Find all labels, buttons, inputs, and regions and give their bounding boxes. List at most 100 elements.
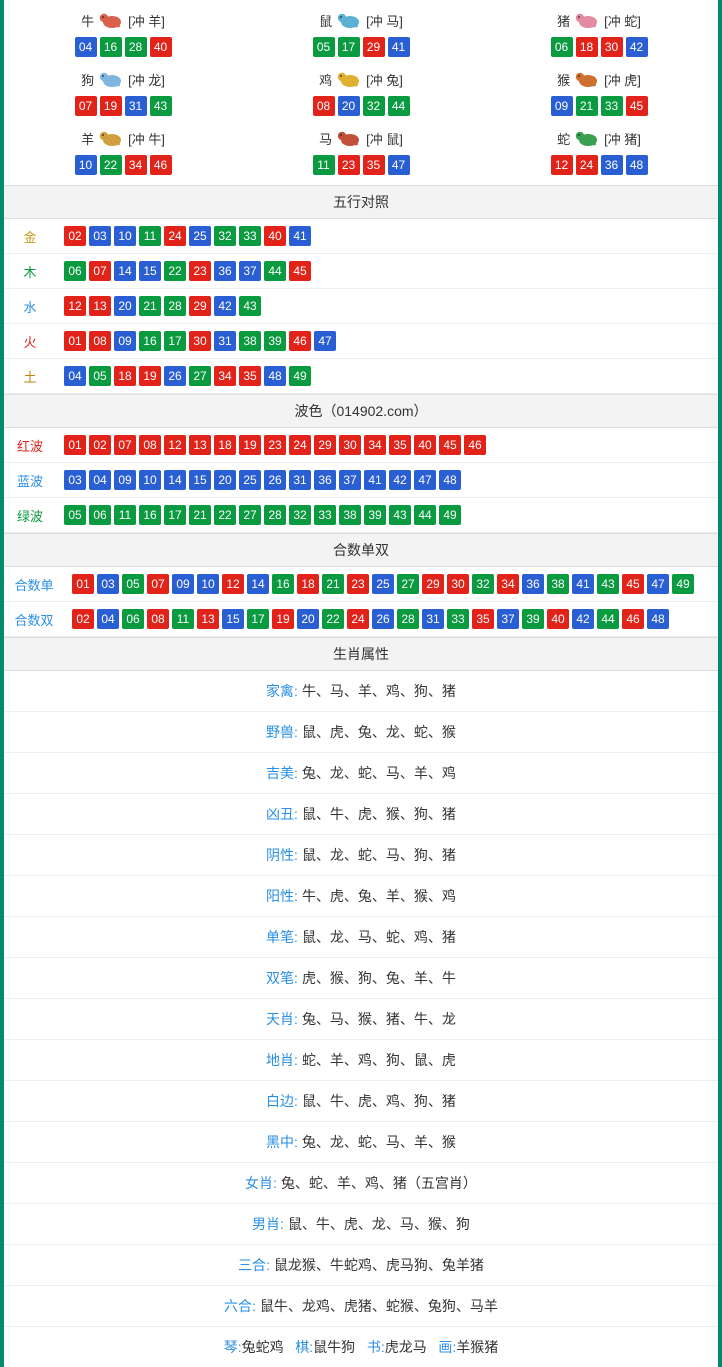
number-ball: 25 bbox=[239, 470, 261, 490]
number-ball: 12 bbox=[64, 296, 86, 316]
spacer bbox=[284, 1339, 296, 1355]
number-ball: 32 bbox=[472, 574, 494, 594]
number-ball: 28 bbox=[264, 505, 286, 525]
number-ball: 36 bbox=[214, 261, 236, 281]
number-ball: 11 bbox=[313, 155, 335, 175]
section-header-heshu: 合数单双 bbox=[4, 533, 718, 567]
balls-line: 04051819262734354849 bbox=[64, 366, 710, 386]
zodiac-title: 蛇 [冲 猪] bbox=[557, 126, 641, 151]
balls-line: 1213202128294243 bbox=[64, 296, 710, 316]
ball-row: 04162840 bbox=[4, 37, 242, 57]
table-row: 土04051819262734354849 bbox=[4, 359, 718, 394]
number-ball: 21 bbox=[189, 505, 211, 525]
number-ball: 44 bbox=[264, 261, 286, 281]
number-ball: 45 bbox=[439, 435, 461, 455]
number-ball: 13 bbox=[189, 435, 211, 455]
attribute-label: 白边: bbox=[266, 1093, 298, 1109]
row-balls: 0108091617303138394647 bbox=[56, 324, 718, 359]
balls-line: 0204060811131517192022242628313335373940… bbox=[72, 609, 710, 629]
attribute-row: 六合:鼠牛、龙鸡、虎猪、蛇猴、兔狗、马羊 bbox=[4, 1286, 718, 1327]
zodiac-cell: 猪 [冲 蛇]06183042 bbox=[480, 4, 718, 63]
number-ball: 22 bbox=[164, 261, 186, 281]
number-ball: 08 bbox=[89, 331, 111, 351]
footer-row: 琴:兔蛇鸡 棋:鼠牛狗 书:虎龙马 画:羊猴猪 bbox=[4, 1327, 718, 1367]
dog-icon bbox=[96, 67, 126, 92]
number-ball: 32 bbox=[363, 96, 385, 116]
number-ball: 03 bbox=[64, 470, 86, 490]
number-ball: 15 bbox=[189, 470, 211, 490]
number-ball: 44 bbox=[414, 505, 436, 525]
attribute-label: 阳性: bbox=[266, 888, 298, 904]
number-ball: 39 bbox=[364, 505, 386, 525]
number-ball: 19 bbox=[239, 435, 261, 455]
zodiac-title: 羊 [冲 牛] bbox=[81, 126, 165, 151]
attribute-row: 阴性:鼠、龙、蛇、马、狗、猪 bbox=[4, 835, 718, 876]
zodiac-name: 马 bbox=[319, 129, 332, 148]
number-ball: 02 bbox=[89, 435, 111, 455]
number-ball: 20 bbox=[338, 96, 360, 116]
number-ball: 11 bbox=[172, 609, 194, 629]
attribute-row: 阳性:牛、虎、兔、羊、猴、鸡 bbox=[4, 876, 718, 917]
attribute-label: 女肖: bbox=[245, 1175, 277, 1191]
attribute-row: 女肖:兔、蛇、羊、鸡、猪（五宫肖） bbox=[4, 1163, 718, 1204]
number-ball: 21 bbox=[576, 96, 598, 116]
number-ball: 35 bbox=[472, 609, 494, 629]
wuxing-table: 金02031011242532334041木060714152223363744… bbox=[4, 219, 718, 394]
attribute-label: 六合: bbox=[224, 1298, 256, 1314]
number-ball: 37 bbox=[497, 609, 519, 629]
footer-value: 虎龙马 bbox=[385, 1339, 427, 1355]
number-ball: 09 bbox=[551, 96, 573, 116]
number-ball: 46 bbox=[622, 609, 644, 629]
zodiac-name: 狗 bbox=[81, 70, 94, 89]
attribute-row: 男肖:鼠、牛、虎、龙、马、猴、狗 bbox=[4, 1204, 718, 1245]
rooster-icon bbox=[334, 67, 364, 92]
number-ball: 20 bbox=[297, 609, 319, 629]
table-row: 水1213202128294243 bbox=[4, 289, 718, 324]
number-ball: 35 bbox=[363, 155, 385, 175]
monkey-icon bbox=[572, 67, 602, 92]
attribute-row: 凶丑:鼠、牛、虎、猴、狗、猪 bbox=[4, 794, 718, 835]
zodiac-conflict: [冲 兔] bbox=[366, 70, 403, 89]
number-ball: 37 bbox=[239, 261, 261, 281]
attribute-label: 天肖: bbox=[266, 1011, 298, 1027]
attribute-label: 三合: bbox=[238, 1257, 270, 1273]
ball-row: 05172941 bbox=[242, 37, 480, 57]
ball-row: 07193143 bbox=[4, 96, 242, 116]
number-ball: 14 bbox=[247, 574, 269, 594]
number-ball: 09 bbox=[114, 470, 136, 490]
number-ball: 06 bbox=[64, 261, 86, 281]
number-ball: 25 bbox=[189, 226, 211, 246]
footer-label: 书: bbox=[367, 1339, 385, 1355]
zodiac-name: 鸡 bbox=[319, 70, 332, 89]
zodiac-title: 狗 [冲 龙] bbox=[81, 67, 165, 92]
number-ball: 08 bbox=[313, 96, 335, 116]
attribute-row: 吉美:兔、龙、蛇、马、羊、鸡 bbox=[4, 753, 718, 794]
attribute-row: 单笔:鼠、龙、马、蛇、鸡、猪 bbox=[4, 917, 718, 958]
ball-row: 10223446 bbox=[4, 155, 242, 175]
number-ball: 26 bbox=[164, 366, 186, 386]
ball-row: 09213345 bbox=[480, 96, 718, 116]
number-ball: 40 bbox=[264, 226, 286, 246]
number-ball: 02 bbox=[72, 609, 94, 629]
number-ball: 45 bbox=[622, 574, 644, 594]
table-row: 红波0102070812131819232429303435404546 bbox=[4, 428, 718, 463]
number-ball: 16 bbox=[139, 505, 161, 525]
number-ball: 04 bbox=[89, 470, 111, 490]
zodiac-name: 猪 bbox=[557, 11, 570, 30]
number-ball: 29 bbox=[363, 37, 385, 57]
number-ball: 04 bbox=[75, 37, 97, 57]
number-ball: 29 bbox=[189, 296, 211, 316]
attribute-value: 蛇、羊、鸡、狗、鼠、虎 bbox=[302, 1052, 456, 1068]
number-ball: 20 bbox=[114, 296, 136, 316]
number-ball: 24 bbox=[347, 609, 369, 629]
attribute-value: 牛、虎、兔、羊、猴、鸡 bbox=[302, 888, 456, 904]
footer-label: 画: bbox=[438, 1339, 456, 1355]
zodiac-cell: 马 [冲 鼠]11233547 bbox=[242, 122, 480, 181]
page-outer: 牛 [冲 羊]04162840鼠 [冲 马]05172941猪 [冲 蛇]061… bbox=[0, 0, 722, 1367]
zodiac-name: 牛 bbox=[81, 11, 94, 30]
balls-line: 06071415222336374445 bbox=[64, 261, 710, 281]
number-ball: 02 bbox=[64, 226, 86, 246]
number-ball: 16 bbox=[272, 574, 294, 594]
number-ball: 27 bbox=[239, 505, 261, 525]
number-ball: 33 bbox=[314, 505, 336, 525]
